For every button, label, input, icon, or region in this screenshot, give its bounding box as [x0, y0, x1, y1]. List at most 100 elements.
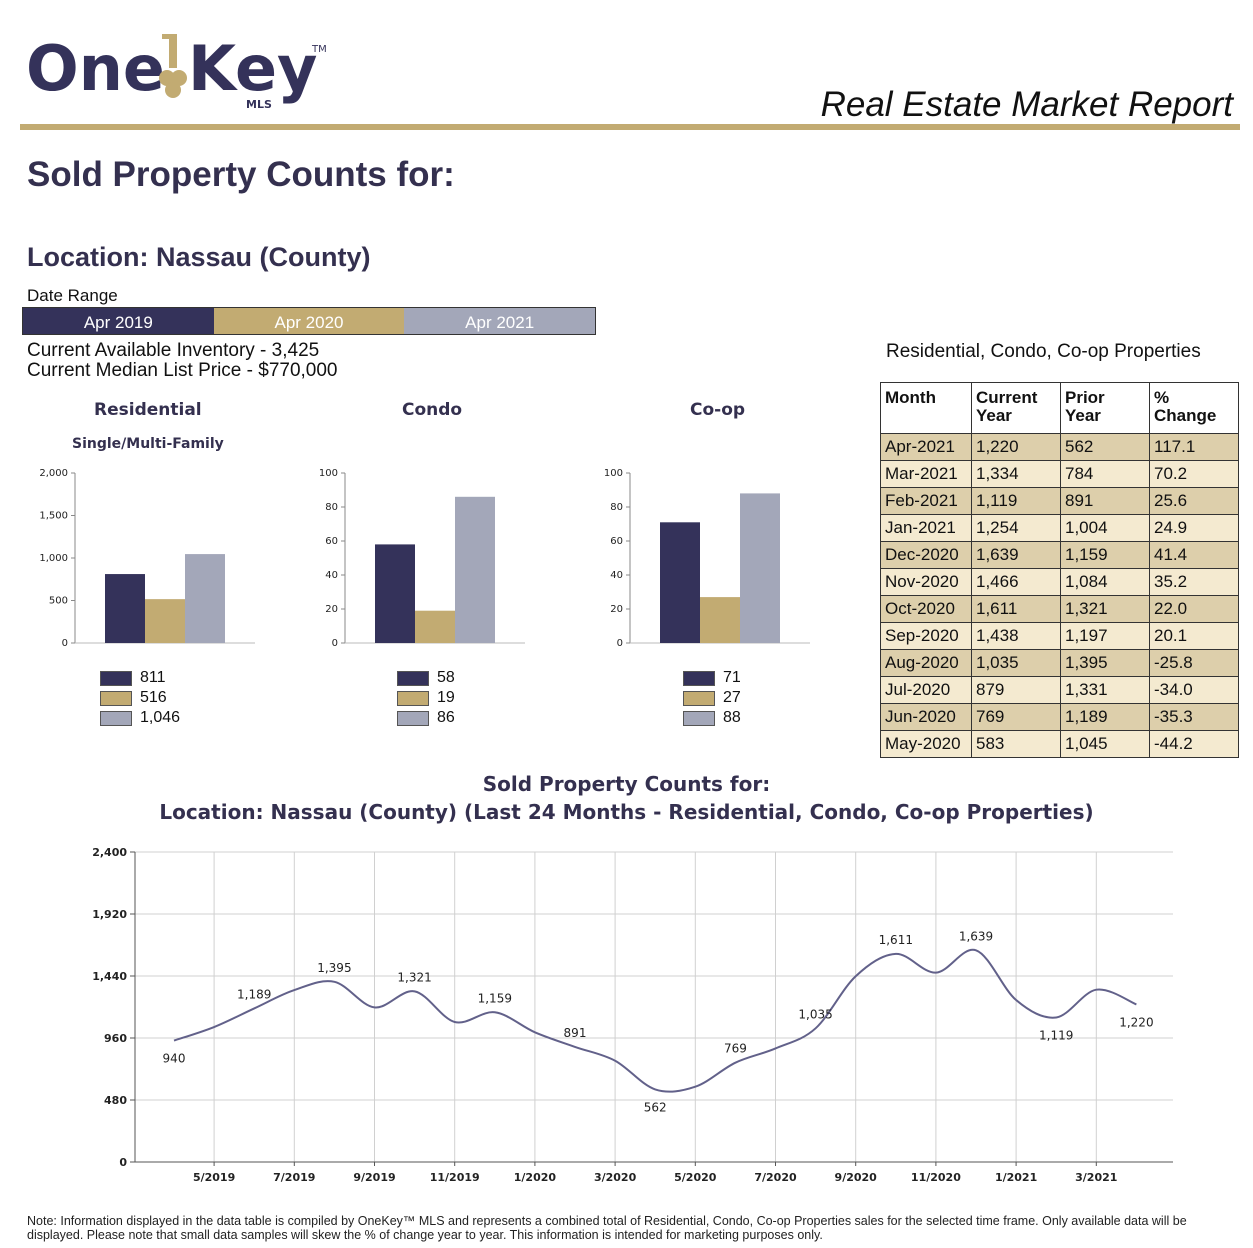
cell-pct-change: -44.2 [1149, 730, 1239, 758]
condo-bar-chart: 0 20 40 60 80 100 [319, 468, 525, 649]
cell-prior-year: 1,045 [1060, 730, 1150, 758]
x-tick-label: 5/2019 [193, 1171, 235, 1184]
table-row: Jan-2021 1,254 1,004 24.9 [880, 514, 1239, 542]
y-tick-label: 80 [325, 502, 338, 513]
inventory-summary: Current Available Inventory - 3,425 Curr… [27, 341, 338, 381]
key-icon [159, 34, 187, 98]
y-tick-label: 2,000 [39, 468, 68, 479]
x-tick-label: 3/2021 [1075, 1171, 1117, 1184]
point-label: 1,611 [879, 933, 913, 947]
legend-value: 27 [723, 689, 741, 706]
coop-chart-title: Co-op [690, 400, 746, 420]
legend-value: 88 [723, 709, 741, 726]
svg-text:TM: TM [311, 44, 327, 55]
table-row: May-2020 583 1,045 -44.2 [880, 730, 1239, 758]
line-chart-title-line2: Location: Nassau (County) (Last 24 Month… [159, 800, 1094, 824]
cell-pct-change: -35.3 [1149, 703, 1239, 731]
y-tick-label: 0 [617, 638, 623, 649]
cell-month: Mar-2021 [880, 460, 972, 488]
series-line [173, 948, 1137, 1093]
bar-3 [740, 493, 780, 643]
date-range-period-2: Apr 2020 [213, 308, 405, 334]
y-tick-label: 40 [325, 570, 338, 581]
residential-bar-chart: 0 500 1,000 1,500 2,000 [39, 468, 255, 649]
y-tick-label: 40 [610, 570, 623, 581]
y-tick-label: 60 [610, 536, 623, 547]
cell-prior-year: 1,321 [1060, 595, 1150, 623]
bar-1 [375, 544, 415, 643]
condo-legend: 58 19 86 [397, 668, 455, 728]
date-range-bar: Apr 2019 Apr 2020 Apr 2021 [22, 307, 596, 335]
available-inventory: Current Available Inventory - 3,425 [27, 340, 320, 361]
legend-value: 58 [437, 669, 455, 686]
y-tick-label: 20 [610, 604, 623, 615]
table-header-row: Month Current Year Prior Year % Change [880, 382, 1239, 434]
bar-3 [185, 554, 225, 643]
cell-current-year: 769 [971, 703, 1061, 731]
cell-prior-year: 784 [1060, 460, 1150, 488]
table-row: Feb-2021 1,119 891 25.6 [880, 487, 1239, 515]
point-label: 1,189 [237, 987, 271, 1001]
point-label: 1,639 [959, 929, 993, 943]
cell-prior-year: 891 [1060, 487, 1150, 515]
coop-legend: 71 27 88 [683, 668, 741, 728]
y-tick-label: 480 [104, 1094, 127, 1107]
cell-pct-change: 25.6 [1149, 487, 1239, 515]
x-tick-label: 5/2020 [674, 1171, 717, 1184]
y-tick-label: 1,440 [92, 970, 127, 983]
point-label: 1,159 [478, 991, 512, 1005]
footnote: Note: Information displayed in the data … [27, 1214, 1187, 1242]
x-tick-label: 7/2019 [273, 1171, 315, 1184]
x-tick-label: 9/2020 [835, 1171, 878, 1184]
cell-pct-change: 20.1 [1149, 622, 1239, 650]
y-tick-label: 80 [610, 502, 623, 513]
cell-pct-change: -34.0 [1149, 676, 1239, 704]
bar-2 [415, 610, 455, 643]
cell-prior-year: 1,084 [1060, 568, 1150, 596]
cell-month: Oct-2020 [880, 595, 972, 623]
cell-pct-change: 41.4 [1149, 541, 1239, 569]
x-tick-label: 11/2019 [430, 1171, 480, 1184]
y-tick-label: 1,000 [39, 553, 68, 564]
cell-current-year: 1,611 [971, 595, 1061, 623]
cell-pct-change: 24.9 [1149, 514, 1239, 542]
line-chart: 0 480 960 1,440 1,920 2,400 5/2019 7/2019 9/2019… [92, 846, 1173, 1184]
legend-value: 86 [437, 709, 455, 726]
svg-text:One: One [26, 32, 165, 105]
cell-month: Nov-2020 [880, 568, 972, 596]
x-tick-label: 3/2020 [594, 1171, 637, 1184]
cell-current-year: 1,254 [971, 514, 1061, 542]
table-row: Jul-2020 879 1,331 -34.0 [880, 676, 1239, 704]
cell-pct-change: 117.1 [1149, 433, 1239, 461]
cell-prior-year: 1,395 [1060, 649, 1150, 677]
table-caption: Residential, Condo, Co-op Properties [886, 341, 1201, 362]
cell-prior-year: 562 [1060, 433, 1150, 461]
legend-swatch [683, 710, 715, 726]
point-label: 1,395 [317, 961, 351, 975]
cell-month: Feb-2021 [880, 487, 972, 515]
median-list-price: Current Median List Price - $770,000 [27, 360, 338, 381]
y-tick-label: 100 [319, 468, 338, 479]
cell-prior-year: 1,159 [1060, 541, 1150, 569]
cell-month: May-2020 [880, 730, 972, 758]
y-tick-label: 20 [325, 604, 338, 615]
sales-table: Month Current Year Prior Year % Change A… [880, 382, 1239, 758]
y-tick-label: 0 [119, 1156, 127, 1169]
table-row: Oct-2020 1,611 1,321 22.0 [880, 595, 1239, 623]
bar-3 [455, 496, 495, 643]
cell-current-year: 1,438 [971, 622, 1061, 650]
y-tick-label: 0 [62, 638, 68, 649]
page-title: Sold Property Counts for: [27, 155, 455, 194]
point-label: 1,035 [798, 1007, 832, 1021]
y-tick-label: 100 [604, 468, 623, 479]
point-label: 1,119 [1039, 1028, 1073, 1042]
cell-month: Jul-2020 [880, 676, 972, 704]
legend-value: 71 [723, 669, 741, 686]
cell-pct-change: 22.0 [1149, 595, 1239, 623]
col-month: Month [880, 382, 972, 434]
bar-1 [660, 522, 700, 643]
date-range-period-1: Apr 2019 [23, 308, 214, 334]
col-pct-change: % Change [1149, 382, 1239, 434]
table-row: Aug-2020 1,035 1,395 -25.8 [880, 649, 1239, 677]
legend-swatch [100, 710, 132, 726]
